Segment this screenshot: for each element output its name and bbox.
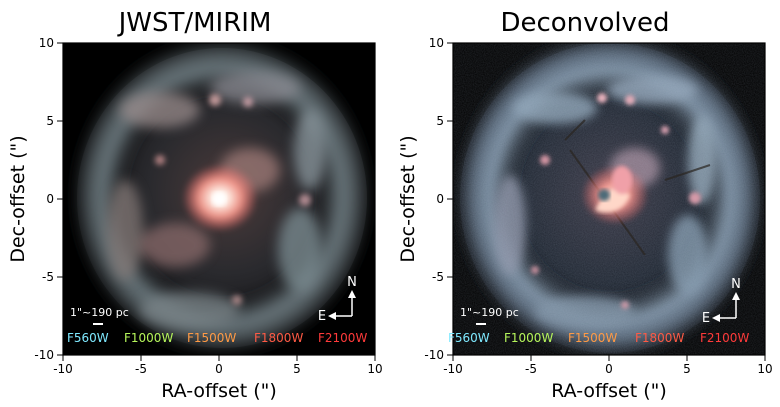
x-axis-label: RA-offset (") xyxy=(551,380,667,402)
compass-east-label: E xyxy=(702,311,710,326)
filter-label: F1000W xyxy=(124,331,173,345)
compass-east-label: E xyxy=(318,309,326,324)
compass-icon: N E xyxy=(318,275,357,324)
x-tick-label: -10 xyxy=(53,362,73,376)
filter-label: F1500W xyxy=(568,331,617,345)
x-tick-label: 10 xyxy=(367,362,382,376)
panel-title: JWST/MIRIM xyxy=(118,8,272,38)
x-tick-label: 5 xyxy=(683,362,691,376)
scale-bar-label: 1"~190 pc xyxy=(460,306,519,319)
panel-jwst-mirim: JWST/MIRIM xyxy=(7,8,383,402)
y-tick-label: -5 xyxy=(432,270,444,284)
panel-deconvolved: Deconvolved xyxy=(390,0,780,407)
panel-plot: -10 -5 0 5 10 10 5 0 -5 -10 RA-offset ("… xyxy=(397,36,773,402)
galaxy-image xyxy=(453,43,765,355)
scale-bar-label: 1"~190 pc xyxy=(70,306,129,319)
galaxy-image xyxy=(63,43,375,355)
y-tick-label: 0 xyxy=(46,192,54,206)
x-tick-label: 0 xyxy=(215,362,223,376)
x-tick-label: 10 xyxy=(757,362,772,376)
panel-plot: -10 -5 0 5 10 10 5 0 -5 -10 RA-offset ("… xyxy=(7,36,383,402)
filter-label: F2100W xyxy=(318,331,367,345)
filter-label: F560W xyxy=(448,331,490,345)
y-tick-label: 5 xyxy=(436,114,444,128)
filter-legend: F560W F1000W F1500W F1800W F2100W xyxy=(448,331,749,345)
y-axis-label: Dec-offset (") xyxy=(7,135,29,262)
compass-north-label: N xyxy=(731,277,741,292)
x-tick-label: 5 xyxy=(293,362,301,376)
x-tick-label: -5 xyxy=(525,362,537,376)
filter-label: F1800W xyxy=(254,331,303,345)
filter-label: F1800W xyxy=(635,331,684,345)
y-tick-label: -5 xyxy=(42,270,54,284)
y-tick-label: 10 xyxy=(39,36,54,50)
compass-icon: N E xyxy=(702,277,741,326)
filter-label: F1000W xyxy=(504,331,553,345)
x-axis-label: RA-offset (") xyxy=(161,380,277,402)
filter-label: F2100W xyxy=(700,331,749,345)
panel-title: Deconvolved xyxy=(500,8,670,38)
y-axis-label: Dec-offset (") xyxy=(397,135,419,262)
x-tick-label: 0 xyxy=(605,362,613,376)
filter-legend: F560W F1000W F1500W F1800W F2100W xyxy=(67,331,367,345)
y-tick-label: 10 xyxy=(429,36,444,50)
y-tick-label: 0 xyxy=(436,192,444,206)
y-tick-label: -10 xyxy=(34,348,54,362)
y-tick-label: -10 xyxy=(424,348,444,362)
filter-label: F1500W xyxy=(187,331,236,345)
y-tick-label: 5 xyxy=(46,114,54,128)
tick-marks xyxy=(447,42,766,361)
x-tick-label: -10 xyxy=(443,362,463,376)
compass-north-label: N xyxy=(347,275,357,290)
filter-label: F560W xyxy=(67,331,109,345)
x-tick-label: -5 xyxy=(135,362,147,376)
tick-marks xyxy=(57,42,376,361)
